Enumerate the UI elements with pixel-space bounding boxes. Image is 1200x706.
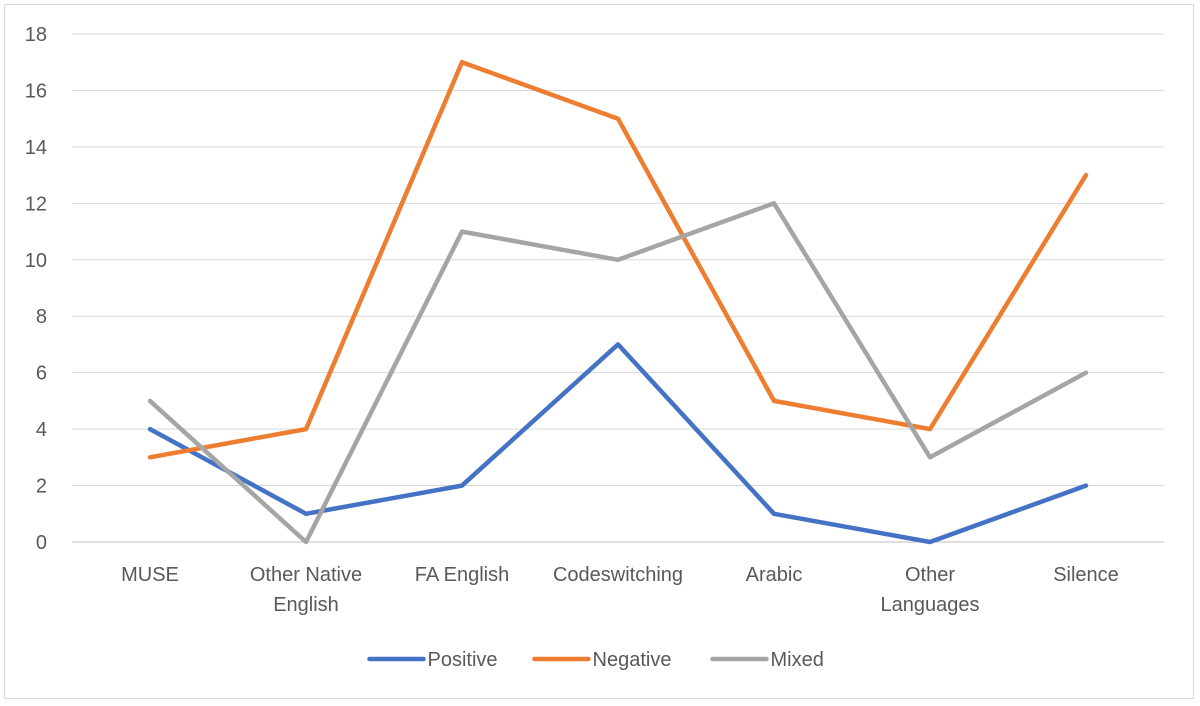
gridlines	[72, 33, 1164, 543]
y-tick-label: 14	[25, 137, 47, 159]
x-tick-label: MUSE	[121, 564, 179, 586]
y-tick-label: 2	[36, 476, 47, 498]
y-tick-label: 8	[36, 306, 47, 328]
y-tick-label: 4	[36, 419, 47, 441]
x-axis-ticks: MUSE Other Native English FA English Codeswi…	[121, 564, 1119, 616]
x-tick-label: FA English	[415, 564, 510, 586]
legend-label-mixed: Mixed	[771, 649, 824, 671]
x-tick-label: Codeswitching	[553, 564, 683, 586]
series-line-negative	[147, 59, 1089, 460]
y-tick-label: 18	[25, 24, 47, 46]
x-tick-label: Other Native English	[250, 564, 362, 616]
legend-label-positive: Positive	[428, 649, 498, 671]
chart-frame	[4, 4, 1194, 699]
y-tick-label: 0	[36, 532, 47, 554]
y-tick-label: 10	[25, 250, 47, 272]
x-tick-label: Arabic	[746, 564, 803, 586]
legend: Positive Negative Mixed	[367, 649, 824, 671]
y-tick-label: 16	[25, 80, 47, 102]
series-line-positive	[147, 342, 1089, 545]
series-lines	[147, 59, 1089, 545]
series-line-mixed	[147, 201, 1089, 545]
x-tick-label: Silence	[1053, 564, 1119, 586]
y-tick-label: 12	[25, 193, 47, 215]
y-axis-ticks: 0 2 4 6 8 10 12 14 16 18	[25, 24, 47, 554]
y-tick-label: 6	[36, 363, 47, 385]
x-tick-label: Other Languages	[881, 564, 980, 616]
legend-label-negative: Negative	[593, 649, 672, 671]
